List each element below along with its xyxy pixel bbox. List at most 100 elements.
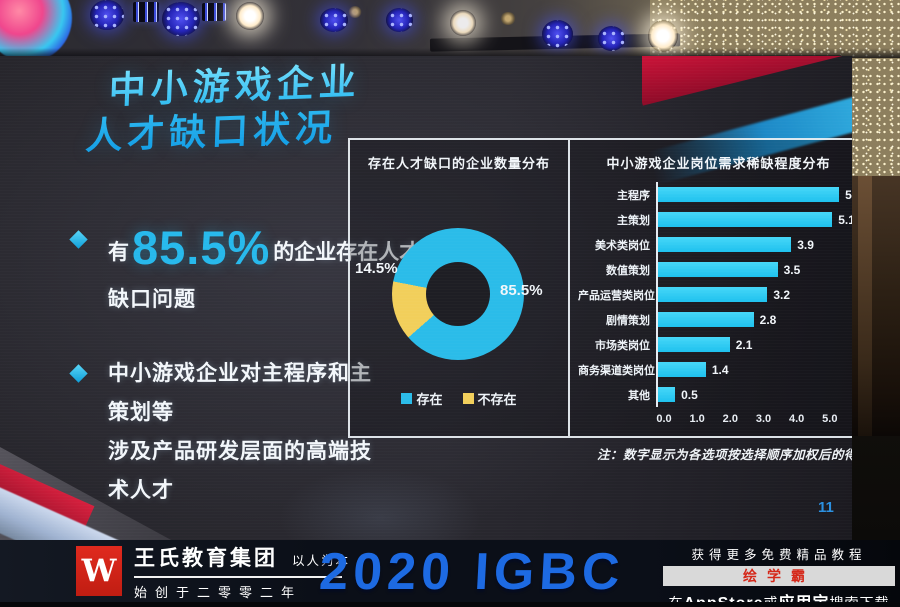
bar-chart-title: 中小游戏企业岗位需求稀缺程度分布 bbox=[606, 156, 831, 171]
led-strip-light bbox=[133, 2, 159, 22]
brand-subline: 始创于二零零二年 bbox=[134, 584, 303, 600]
bar-rows: 主程序 5.3 主策划 5.1 美术类岗位 3.9 数值策划 3.5 产品运营类岗位 3.2 剧情策… bbox=[578, 182, 852, 407]
page-number: 11 bbox=[818, 499, 834, 516]
bar-fill bbox=[658, 262, 778, 277]
bar-track: 3.5 bbox=[656, 257, 852, 282]
bar-category-label: 主策划 bbox=[617, 214, 650, 227]
blue-par-light bbox=[162, 2, 200, 36]
brand-logo: W bbox=[76, 546, 122, 596]
bar-category-label: 商务渠道类岗位 bbox=[578, 364, 655, 377]
bullet-1-prefix: 有 bbox=[108, 241, 129, 264]
bar-row: 产品运营类岗位 3.2 bbox=[578, 282, 852, 307]
bar-row: 美术类岗位 3.9 bbox=[578, 232, 852, 257]
led-strip-light bbox=[202, 3, 226, 21]
chart-panel: 存在人才缺口的企业数量分布 85.5% 14.5% 存在 不存在 中小游戏企业岗位… bbox=[348, 138, 852, 438]
blue-par-light bbox=[598, 26, 625, 51]
bar-track: 0.5 bbox=[656, 382, 852, 407]
brand-divider bbox=[134, 575, 342, 578]
event-title: 2020 IGBC bbox=[317, 543, 627, 601]
bar-track: 1.4 bbox=[656, 357, 852, 382]
diamond-bullet-icon bbox=[69, 364, 88, 383]
bar-track: 5.1 bbox=[656, 207, 852, 232]
donut-chart bbox=[392, 228, 524, 360]
legend-label: 存在 bbox=[416, 392, 443, 407]
bar-row: 剧情策划 2.8 bbox=[578, 307, 852, 332]
bullet-list: 有85.5% 的企业存在人才 缺口问题 中小游戏企业对主程序和主策划等 涉及产品研… bbox=[66, 224, 420, 540]
x-axis-tick: 0.0 bbox=[656, 413, 672, 425]
bar-row: 其他 0.5 bbox=[578, 382, 852, 407]
bar-value-label: 3.2 bbox=[773, 287, 791, 302]
promo-block: 获得更多免费精品教程 绘学霸 在AppStore或应用宝搜索下载 bbox=[660, 544, 898, 607]
recessed-ceiling-light bbox=[500, 12, 516, 25]
bar-value-label: 3.5 bbox=[783, 262, 801, 277]
brand-block: W 王氏教育集团 以人为本 始创于二零零二年 bbox=[76, 542, 350, 601]
bar-track: 3.9 bbox=[656, 232, 852, 257]
bar-fill bbox=[658, 312, 754, 327]
donut-value-label: 14.5% bbox=[355, 260, 398, 277]
bar-value-label: 2.8 bbox=[759, 312, 777, 327]
red-ribbon bbox=[642, 56, 852, 106]
bar-value-label: 2.1 bbox=[735, 337, 753, 352]
legend-item: 存在 bbox=[401, 389, 443, 408]
blue-par-light bbox=[542, 20, 573, 48]
bar-track: 2.1 bbox=[656, 332, 852, 357]
diamond-bullet-icon bbox=[69, 230, 88, 249]
bar-chart: 主程序 5.3 主策划 5.1 美术类岗位 3.9 数值策划 3.5 产品运营类岗位 3.2 剧情策… bbox=[578, 182, 852, 429]
slide-title-line2: 人才缺口状况 bbox=[84, 107, 338, 157]
donut-chart-title: 存在人才缺口的企业数量分布 bbox=[367, 156, 550, 171]
legend-label: 不存在 bbox=[477, 392, 517, 407]
bar-category-label: 剧情策划 bbox=[606, 314, 650, 327]
slide-corner-decoration bbox=[0, 447, 380, 542]
bullet-point-2: 中小游戏企业对主程序和主策划等 涉及产品研发层面的高端技术人才 bbox=[66, 355, 376, 510]
white-spot-light bbox=[648, 20, 678, 52]
bar-row: 主策划 5.1 bbox=[578, 207, 852, 232]
blue-par-light bbox=[90, 0, 124, 30]
bullet-point-1: 有85.5% 的企业存在人才 缺口问题 bbox=[66, 224, 420, 313]
bar-row: 市场类岗位 2.1 bbox=[578, 332, 852, 357]
x-axis-tick: 2.0 bbox=[722, 413, 738, 425]
brand-name: 王氏教育集团 bbox=[134, 546, 278, 570]
bar-row: 数值策划 3.5 bbox=[578, 257, 852, 282]
bar-value-label: 5.1 bbox=[838, 212, 852, 227]
bar-fill bbox=[658, 387, 676, 402]
bar-category-label: 主程序 bbox=[617, 189, 650, 202]
ceiling bbox=[0, 0, 900, 178]
brand-slogan: 以人为本 bbox=[292, 553, 351, 568]
promo-app-name: 绘学霸 bbox=[743, 568, 815, 584]
promo-headline: 获得更多免费精品教程 bbox=[691, 548, 867, 562]
bar-track: 5.3 bbox=[656, 182, 852, 207]
bar-category-label: 其他 bbox=[628, 389, 650, 402]
bullet-1-suffix: 的企业存在人才 bbox=[273, 241, 421, 264]
x-axis-tick: 1.0 bbox=[689, 413, 705, 425]
bar-value-label: 0.5 bbox=[681, 387, 698, 402]
bar-fill bbox=[658, 287, 768, 302]
donut-legend: 存在 不存在 bbox=[350, 389, 568, 408]
x-axis-tick: 5.0 bbox=[822, 413, 838, 425]
rgb-stage-light bbox=[0, 0, 72, 62]
legend-swatch bbox=[401, 393, 413, 404]
recessed-ceiling-light bbox=[348, 6, 362, 18]
bar-fill bbox=[658, 187, 840, 202]
brand-text: 王氏教育集团 以人为本 始创于二零零二年 bbox=[134, 542, 350, 601]
bar-fill bbox=[658, 337, 730, 352]
bullet-1-line1: 有85.5% 的企业存在人才 bbox=[108, 224, 420, 277]
panel-divider bbox=[568, 140, 570, 436]
bar-fill bbox=[658, 212, 833, 227]
bar-category-label: 产品运营类岗位 bbox=[578, 289, 655, 302]
bar-fill bbox=[658, 362, 706, 377]
bullet-2-line1: 中小游戏企业对主程序和主策划等 bbox=[108, 362, 372, 424]
white-stage-light bbox=[450, 10, 476, 36]
bar-value-label: 5.3 bbox=[845, 187, 852, 202]
legend-swatch bbox=[462, 393, 474, 404]
blue-par-light bbox=[386, 8, 413, 32]
donut-value-label: 85.5% bbox=[500, 282, 543, 299]
bar-fill bbox=[658, 237, 792, 252]
x-axis-tick: 4.0 bbox=[789, 413, 805, 425]
x-axis-tick: 3.0 bbox=[755, 413, 772, 425]
footer-banner: W 王氏教育集团 以人为本 始创于二零零二年 2020 IGBC 获得更多免费精… bbox=[0, 540, 900, 607]
wall-pillar bbox=[846, 176, 900, 436]
chart-footnote: 注：数字显示为各选项按选择顺序加权后的得分 bbox=[596, 448, 852, 462]
bullet-2-line2: 涉及产品研发层面的高端技术人才 bbox=[108, 439, 372, 502]
presentation-screen: 中小游戏企业 人才缺口状况 有85.5% 的企业存在人才 缺口问题 中小游戏企业对… bbox=[0, 56, 852, 542]
